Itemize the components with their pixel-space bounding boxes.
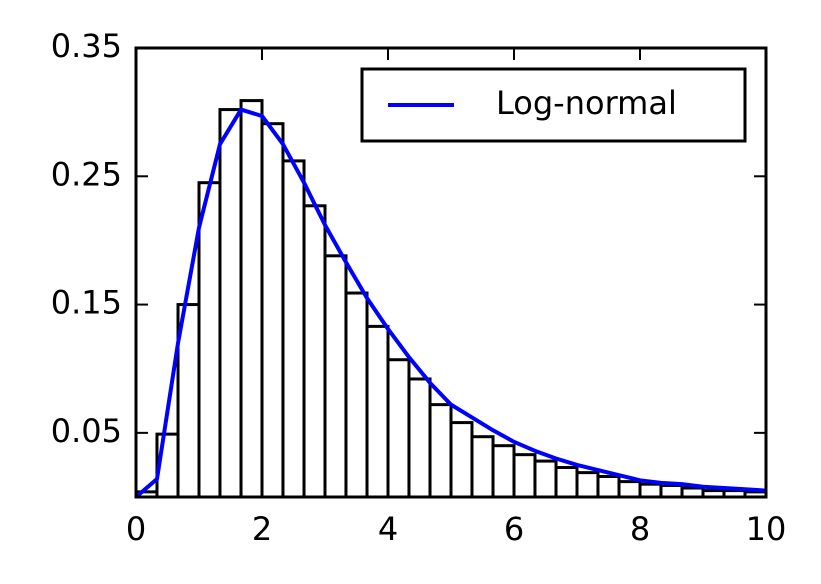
bar [575,471,600,499]
bar [218,108,243,499]
x-tick-label: 4 [378,510,398,548]
legend: Log-normal [360,67,747,143]
line [134,107,767,499]
bar [239,99,264,499]
bar [554,465,579,499]
bar [260,122,285,499]
bar [470,435,495,499]
x-tick-label: 8 [630,510,650,548]
bar [344,291,369,499]
bar [281,159,306,499]
y-tick-label: 0.15 [51,284,122,322]
y-tick-label: 0.05 [51,412,122,450]
bar [407,377,432,499]
bar [365,324,390,499]
bar [197,181,222,499]
bar [386,358,411,499]
bar [449,421,474,499]
plot-frame [134,46,768,499]
bar [323,254,348,499]
bar [491,444,516,499]
x-tick-label: 2 [252,510,272,548]
bar [302,204,327,499]
y-tick-label: 0.25 [51,155,122,193]
bar [638,482,663,499]
bar [659,483,684,499]
bar [596,474,621,499]
bar [617,480,642,499]
x-tick-label: 10 [746,510,787,548]
x-tick-label: 6 [504,510,524,548]
legend-label: Log-normal [496,84,677,122]
y-tick-label: 0.35 [51,27,122,65]
bar [428,403,453,499]
x-tick-label: 0 [126,510,146,548]
bar [533,459,558,499]
bar [512,453,537,499]
